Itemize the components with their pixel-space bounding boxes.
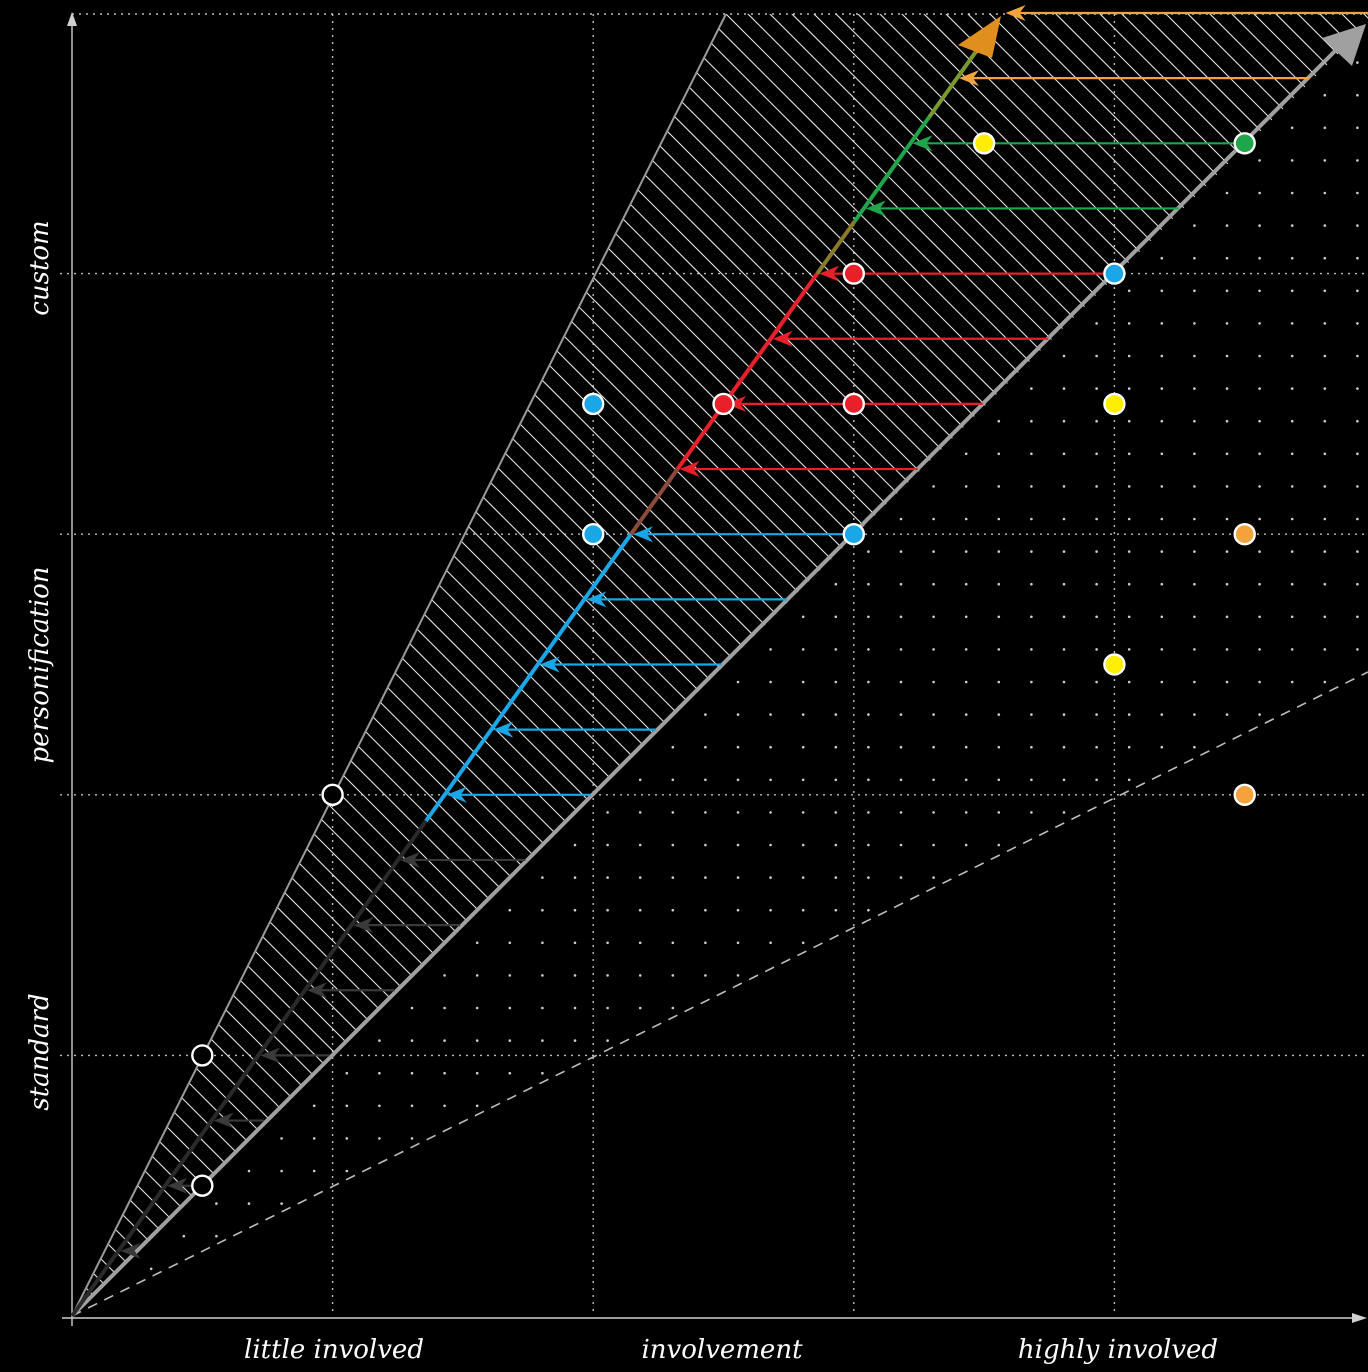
horizontal-arrow [819, 265, 1114, 282]
x-label-little-involved: little involved [244, 1335, 424, 1365]
axis-labels: little involved involvement highly invol… [25, 220, 1218, 1365]
marker-yellow [1103, 392, 1126, 416]
marker-blue [582, 523, 605, 546]
marker-red [712, 392, 735, 416]
horizontal-arrows [120, 5, 1368, 1259]
marker-green [1233, 132, 1256, 155]
horizontal-arrow [260, 1047, 330, 1064]
y-label-custom: custom [25, 220, 55, 315]
y-label-personification: personification [25, 566, 55, 763]
horizontal-arrow [632, 526, 853, 543]
horizontal-arrow [213, 1112, 265, 1129]
axes [62, 12, 1367, 1326]
horizontal-arrow [446, 786, 591, 803]
main-diagonal-arrowhead [1322, 24, 1366, 66]
path-segment [852, 116, 931, 223]
path-segment [629, 467, 680, 536]
horizontal-arrow [400, 851, 526, 868]
y-label-standard: standard [25, 993, 55, 1110]
marker-blue [582, 392, 605, 416]
horizontal-arrow [865, 200, 1179, 217]
marker-black [191, 1174, 214, 1197]
marker-yellow [972, 132, 996, 155]
path-segment [927, 50, 978, 119]
x-label-highly-involved: highly involved [1018, 1335, 1218, 1365]
marker-black [191, 1044, 214, 1067]
marker-orange [1233, 783, 1256, 806]
path-arrowhead [958, 16, 1001, 58]
markers [191, 132, 1256, 1197]
marker-yellow [1103, 653, 1126, 676]
horizontal-arrow [353, 917, 461, 934]
horizontal-arrow [772, 330, 1049, 347]
x-axis-arrowhead [1352, 1313, 1367, 1323]
path-segment [815, 220, 857, 275]
growth-path [70, 16, 1001, 1318]
marker-blue [1103, 262, 1126, 285]
horizontal-arrow [120, 1242, 141, 1259]
horizontal-arrow [493, 721, 657, 738]
horizontal-arrow [958, 70, 1310, 87]
marker-blue [842, 523, 865, 546]
marker-red [842, 262, 865, 285]
path-segment [675, 272, 819, 471]
y-axis-arrowhead [67, 12, 77, 26]
path-segment [70, 819, 428, 1318]
wedge-left-edge [71, 13, 727, 1317]
marker-black [321, 783, 344, 806]
main-diagonal [70, 42, 1344, 1318]
horizontal-arrow [306, 982, 395, 999]
horizontal-arrow [586, 591, 787, 608]
horizontal-arrow [539, 656, 722, 673]
x-label-involvement: involvement [641, 1335, 803, 1365]
horizontal-arrow [912, 135, 1245, 152]
marker-red [842, 392, 865, 416]
dashed-diagonal [71, 671, 1368, 1317]
path-segment [424, 533, 633, 823]
horizontal-arrow [1005, 5, 1368, 21]
marker-orange [1233, 523, 1256, 546]
horizontal-arrow [679, 461, 918, 478]
